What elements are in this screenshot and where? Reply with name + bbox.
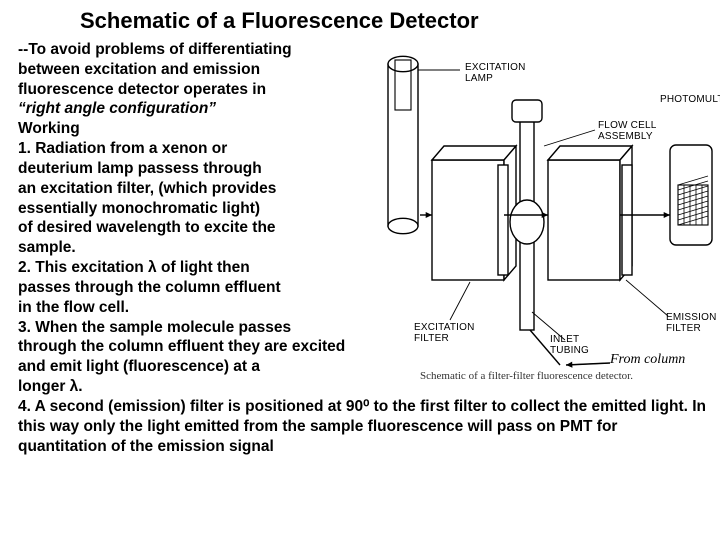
label-text: FLOW CELLASSEMBLY: [598, 120, 656, 142]
working-heading: Working: [18, 119, 378, 139]
label-excitation-lamp: EXCITATIONLAMP: [465, 62, 526, 84]
para-line: 3. When the sample molecule passes: [18, 318, 378, 338]
page-title: Schematic of a Fluorescence Detector: [80, 8, 479, 34]
label-text: INLETTUBING: [550, 334, 589, 356]
para-line: 1. Radiation from a xenon or: [18, 139, 378, 159]
label-emission-filter: EMISSIONFILTER: [666, 312, 717, 334]
label-flow-cell: FLOW CELLASSEMBLY: [598, 120, 656, 142]
para-line: between excitation and emission: [18, 60, 378, 80]
label-text: EMISSIONFILTER: [666, 312, 717, 334]
diagram-caption: Schematic of a filter-filter fluorescenc…: [420, 370, 633, 382]
para-line: and emit light (fluorescence) at a: [18, 357, 418, 377]
para-line: deuterium lamp passess through: [18, 159, 378, 179]
para-line: --To avoid problems of differentiating: [18, 40, 378, 60]
label-photomultiplier: PHOTOMULTIPLIE: [660, 94, 720, 105]
label-text: From column: [610, 352, 685, 367]
para-line: sample.: [18, 238, 378, 258]
label-text: EXCITATIONFILTER: [414, 322, 475, 344]
label-excitation-filter: EXCITATIONFILTER: [414, 322, 475, 344]
label-text: EXCITATIONLAMP: [465, 62, 526, 84]
para-line: an excitation filter, (which provides: [18, 179, 378, 199]
para-line: fluorescence detector operates in: [18, 80, 378, 100]
para-line: essentially monochromatic light): [18, 199, 378, 219]
annotation-from-column: From column: [610, 352, 685, 368]
para-line: of desired wavelength to excite the: [18, 218, 378, 238]
para-line: passes through the column effluent: [18, 278, 378, 298]
para-line: through the column effluent they are exc…: [18, 337, 418, 357]
schematic-diagram: EXCITATIONLAMP FLOW CELLASSEMBLY PHOTOMU…: [370, 50, 715, 400]
page: Schematic of a Fluorescence Detector --T…: [0, 0, 720, 540]
para-line: in the flow cell.: [18, 298, 378, 318]
label-text: PHOTOMULTIPLIE: [660, 94, 720, 105]
para-line: 4. A second (emission) filter is positio…: [18, 397, 708, 456]
para-line: 2. This excitation λ of light then: [18, 258, 378, 278]
label-inlet-tubing: INLETTUBING: [550, 334, 589, 356]
para-line: “right angle configuration”: [18, 99, 378, 119]
